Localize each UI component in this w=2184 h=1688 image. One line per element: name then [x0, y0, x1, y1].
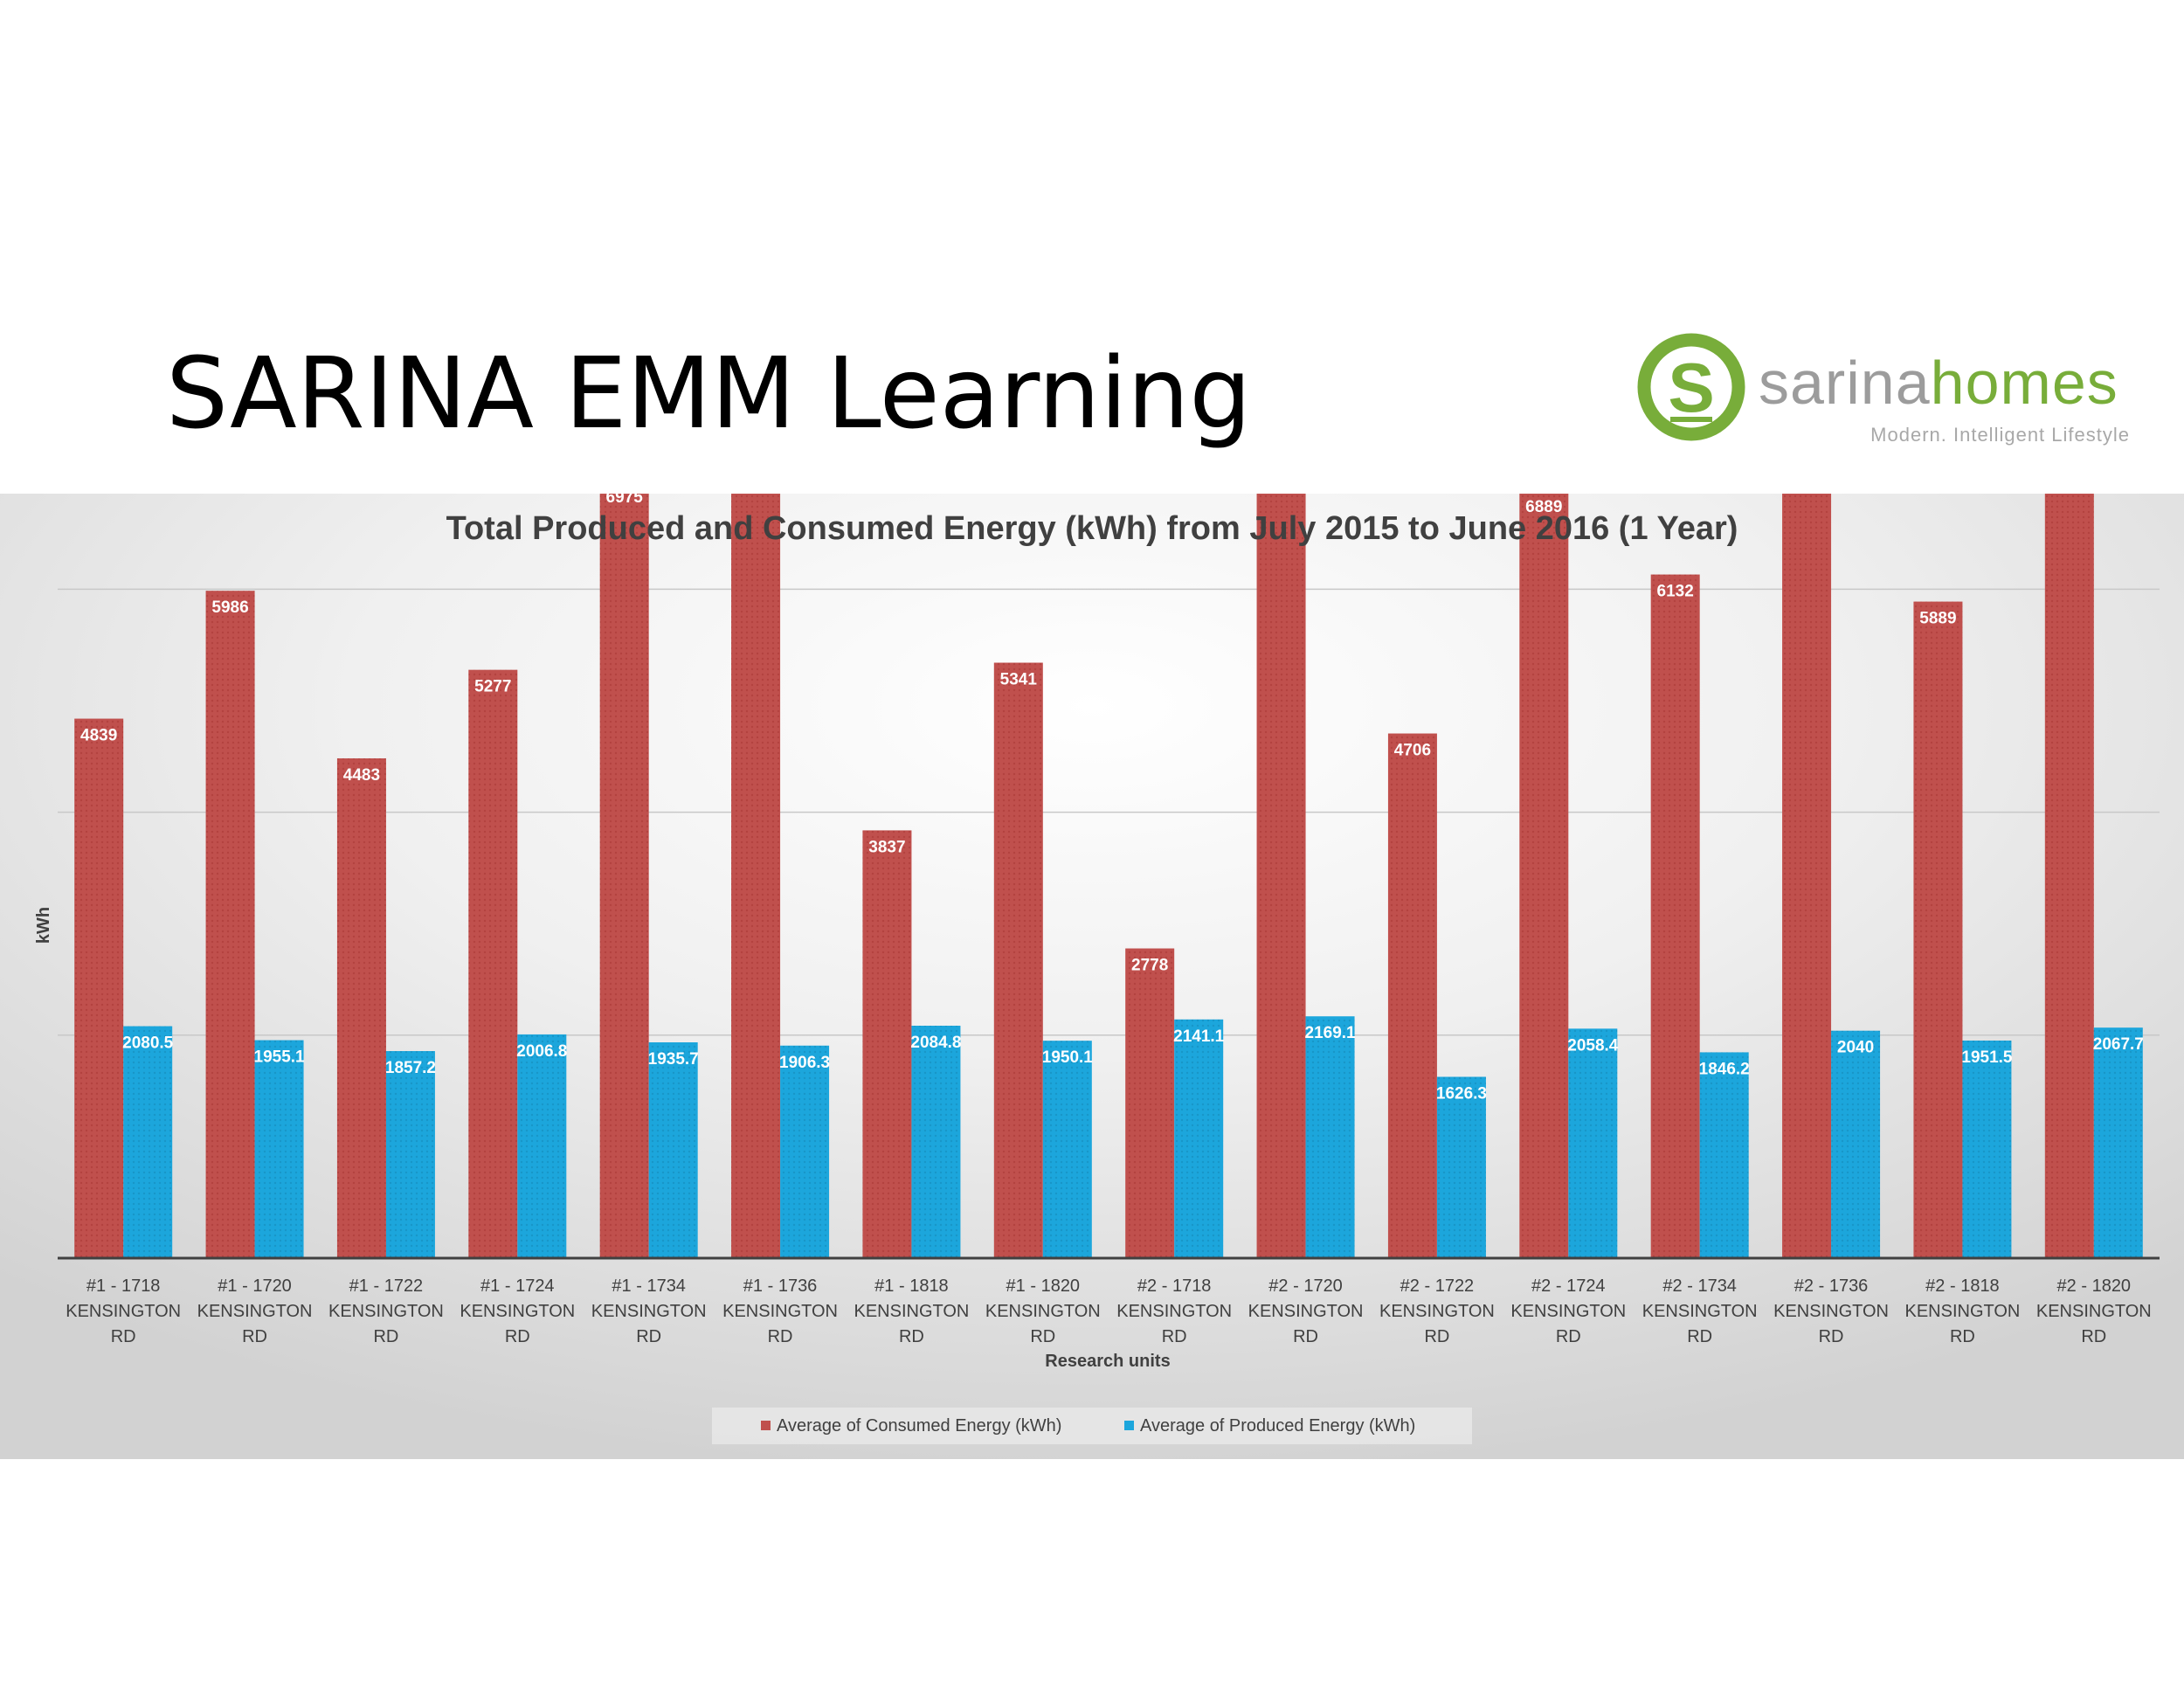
bar-produced [254, 1040, 304, 1258]
data-label-produced: 2058.4 [1567, 1036, 1619, 1055]
data-label-consumed: 5986 [211, 598, 248, 617]
data-label-produced: 1626.3 [1436, 1084, 1487, 1103]
legend-label-produced: Average of Produced Energy (kWh) [1140, 1416, 1415, 1435]
y-axis-title: kWh [34, 907, 53, 944]
bar-consumed [599, 494, 649, 1258]
data-label-produced: 2067.7 [2093, 1035, 2144, 1054]
x-tick-label: #2 - 1734 KENSINGTON RD [1642, 1276, 1758, 1346]
data-label-consumed: 5277 [474, 678, 511, 696]
bar-consumed [336, 758, 386, 1258]
bar-produced [1568, 1028, 1618, 1258]
data-label-consumed: 5889 [1919, 610, 1956, 628]
logo-brand-homes: homes [1930, 349, 2118, 417]
data-label-produced: 1857.2 [385, 1059, 436, 1077]
bar-consumed [1913, 601, 1963, 1258]
legend-swatch-consumed [761, 1421, 771, 1430]
bar-produced [780, 1045, 830, 1258]
logo-brand-text: sarinahomes [1759, 352, 2118, 413]
x-tick-label: #2 - 1736 KENSINGTON RD [1773, 1276, 1889, 1346]
data-label-produced: 2169.1 [1305, 1024, 1357, 1042]
bar-produced [1436, 1076, 1486, 1258]
bar-consumed [993, 662, 1043, 1258]
data-label-consumed: 4839 [80, 727, 117, 745]
chart-legend: Average of Consumed Energy (kWh) Average… [712, 1408, 1472, 1444]
bar-consumed [1650, 574, 1700, 1258]
bar-produced [1305, 1016, 1355, 1258]
x-tick-label: #1 - 1720 KENSINGTON RD [197, 1276, 313, 1346]
sarinahomes-logo: S sarinahomes Modern. Intelligent Lifest… [1632, 328, 2139, 450]
x-tick-label: #1 - 1734 KENSINGTON RD [591, 1276, 707, 1346]
x-axis-title: Research units [1045, 1352, 1170, 1371]
legend-label-consumed: Average of Consumed Energy (kWh) [777, 1416, 1061, 1435]
data-label-consumed: 5341 [1000, 670, 1038, 688]
data-label-consumed: 3837 [868, 838, 905, 856]
x-tick-label: #1 - 1722 KENSINGTON RD [328, 1276, 444, 1346]
x-tick-label: #2 - 1722 KENSINGTON RD [1379, 1276, 1495, 1346]
slide-title: SARINA EMM Learning [166, 337, 1252, 451]
bar-consumed [1125, 948, 1175, 1258]
data-label-consumed: 2778 [1131, 957, 1168, 975]
data-label-produced: 2141.1 [1173, 1027, 1225, 1046]
bar-consumed [1782, 494, 1832, 1258]
x-tick-label: #1 - 1820 KENSINGTON RD [985, 1276, 1101, 1346]
data-label-consumed: 6132 [1657, 583, 1694, 601]
data-label-produced: 2084.8 [910, 1034, 961, 1052]
bar-produced [1831, 1030, 1881, 1258]
bar-produced [1042, 1041, 1092, 1258]
bar-produced [1699, 1052, 1749, 1258]
bar-produced [648, 1042, 698, 1258]
data-label-produced: 1955.1 [254, 1048, 306, 1067]
bar-produced [123, 1026, 173, 1258]
data-label-produced: 1846.2 [1699, 1060, 1750, 1078]
bar-produced [1962, 1040, 2012, 1258]
logo-s-letter: S [1668, 349, 1714, 426]
chart-title: Total Produced and Consumed Energy (kWh)… [446, 510, 1738, 547]
x-tick-label: #1 - 1718 KENSINGTON RD [66, 1276, 181, 1346]
bar-consumed [468, 669, 518, 1258]
sarina-s-logo-icon: S [1637, 333, 1745, 441]
bar-produced [1174, 1019, 1224, 1258]
bar-produced [385, 1051, 435, 1258]
x-tick-label: #2 - 1724 KENSINGTON RD [1510, 1276, 1626, 1346]
data-label-produced: 1951.5 [1961, 1048, 2013, 1067]
data-label-consumed: 6975 [606, 494, 644, 507]
logo-brand-sarina: sarina [1759, 349, 1931, 417]
chart-panel: 4839 2080.5 5986 1955.1 4483 1857.2 5277 2006.8… [0, 494, 2184, 1459]
bar-consumed [731, 494, 781, 1258]
data-label-produced: 1906.3 [779, 1054, 830, 1072]
legend-swatch-produced [1124, 1421, 1134, 1430]
bar-produced [517, 1034, 567, 1258]
bar-consumed [205, 591, 255, 1258]
x-tick-label: #2 - 1720 KENSINGTON RD [1248, 1276, 1364, 1346]
x-tick-label: #2 - 1820 KENSINGTON RD [2036, 1276, 2152, 1346]
data-label-produced: 1935.7 [648, 1050, 699, 1069]
data-label-produced: 2006.8 [516, 1042, 567, 1061]
bar-produced [911, 1025, 961, 1258]
bar-consumed [1256, 494, 1306, 1258]
bar-consumed [1387, 733, 1437, 1258]
x-tick-label: #1 - 1724 KENSINGTON RD [460, 1276, 575, 1346]
data-label-produced: 2040 [1837, 1039, 1874, 1057]
data-label-produced: 1950.1 [1042, 1048, 1094, 1067]
bar-produced [2093, 1027, 2143, 1258]
bar-chart: 4839 2080.5 5986 1955.1 4483 1857.2 5277 2006.8… [34, 494, 2160, 1444]
logo-tagline: Modern. Intelligent Lifestyle [1870, 424, 2130, 446]
data-label-consumed: 4706 [1394, 742, 1431, 760]
bar-consumed [2044, 494, 2094, 1259]
bar-consumed [862, 830, 912, 1258]
data-label-consumed: 6889 [1525, 498, 1562, 516]
x-tick-label: #2 - 1818 KENSINGTON RD [1905, 1276, 2021, 1346]
x-tick-label: #1 - 1818 KENSINGTON RD [854, 1276, 970, 1346]
x-tick-label: #1 - 1736 KENSINGTON RD [722, 1276, 838, 1346]
bar-consumed [74, 718, 124, 1258]
x-tick-label: #2 - 1718 KENSINGTON RD [1116, 1276, 1232, 1346]
data-label-produced: 2080.5 [122, 1034, 174, 1053]
data-label-consumed: 4483 [343, 766, 380, 785]
bar-consumed [1519, 494, 1569, 1258]
